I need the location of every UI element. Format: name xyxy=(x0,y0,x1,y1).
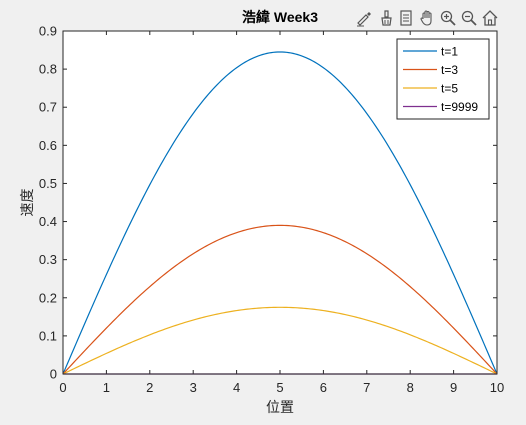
edit-plot-icon[interactable] xyxy=(355,9,373,27)
y-tick-label: 0.1 xyxy=(39,328,57,343)
y-tick-label: 0.3 xyxy=(39,252,57,267)
legend-label-0: t=1 xyxy=(441,45,458,59)
axes-toolbar xyxy=(355,7,500,29)
x-tick-label: 5 xyxy=(276,380,283,395)
x-tick-label: 10 xyxy=(490,380,504,395)
x-tick-label: 7 xyxy=(363,380,370,395)
y-tick-label: 0 xyxy=(50,367,57,382)
x-tick-label: 1 xyxy=(103,380,110,395)
y-tick-label: 0.9 xyxy=(39,24,57,39)
x-tick-label: 8 xyxy=(407,380,414,395)
y-tick-label: 0.6 xyxy=(39,138,57,153)
x-tick-label: 4 xyxy=(233,380,240,395)
zoom-in-icon[interactable] xyxy=(439,9,457,27)
x-tick-label: 3 xyxy=(190,380,197,395)
zoom-out-icon[interactable] xyxy=(460,9,478,27)
legend-label-3: t=9999 xyxy=(441,100,478,114)
y-tick-label: 0.8 xyxy=(39,62,57,77)
legend-label-2: t=5 xyxy=(441,82,458,96)
legend-toggle-icon[interactable] xyxy=(397,9,415,27)
y-tick-label: 0.7 xyxy=(39,100,57,115)
legend-box xyxy=(396,38,490,120)
brush-icon[interactable] xyxy=(376,9,394,27)
x-tick-label: 6 xyxy=(320,380,327,395)
pan-hand-icon[interactable] xyxy=(418,9,436,27)
series-line-0 xyxy=(62,51,498,375)
home-icon[interactable] xyxy=(481,9,499,27)
y-tick-label: 0.4 xyxy=(39,214,57,229)
y-tick-label: 0.2 xyxy=(39,290,57,305)
x-axis-label: 位置 xyxy=(266,399,294,415)
y-tick-label: 0.5 xyxy=(39,176,57,191)
x-tick-label: 0 xyxy=(59,380,66,395)
legend-label-1: t=3 xyxy=(441,63,458,77)
chart-title: 浩緯 Week3 xyxy=(242,9,318,25)
series-line-1 xyxy=(62,224,498,375)
y-axis-label: 速度 xyxy=(19,189,35,217)
x-tick-label: 9 xyxy=(450,380,457,395)
series-line-2 xyxy=(62,306,498,375)
x-tick-label: 2 xyxy=(146,380,153,395)
axes-box xyxy=(62,30,498,375)
